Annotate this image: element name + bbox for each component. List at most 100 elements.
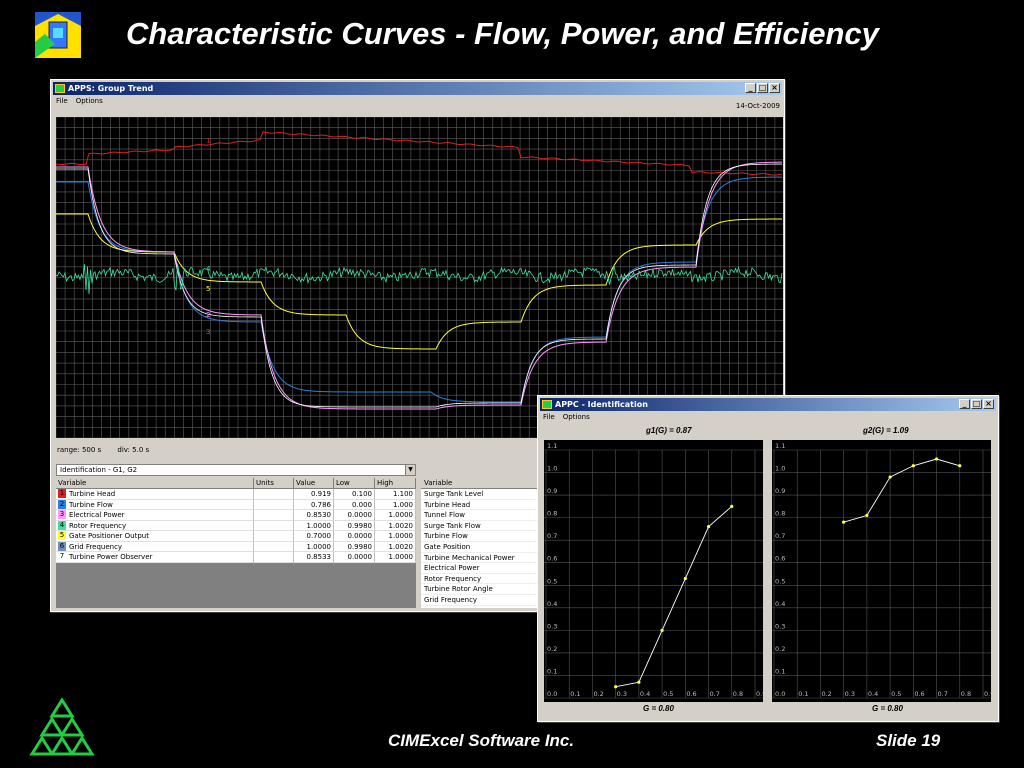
list-item[interactable]: Rotor Frequency [421, 574, 541, 585]
app-icon [542, 400, 552, 409]
list-item[interactable]: Turbine Head [421, 500, 541, 511]
cell-value: 0.919 [294, 489, 334, 500]
list-item[interactable]: Surge Tank Level [421, 489, 541, 500]
x-tick-label: 0.7 [710, 690, 720, 698]
chevron-down-icon[interactable]: ▼ [405, 465, 415, 475]
list-item[interactable]: Turbine Flow [421, 531, 541, 542]
table-row[interactable]: 1 Turbine Head 0.919 0.100 1.100 [56, 489, 416, 500]
cell-variable: 7 Turbine Power Observer [56, 552, 254, 563]
trace-label: 1 [206, 137, 210, 145]
maximize-button[interactable]: □ [971, 399, 982, 409]
variable-name: Turbine Power Observer [69, 553, 153, 561]
cell-high: 1.0000 [375, 552, 416, 563]
curve-point [865, 513, 869, 517]
minimize-button[interactable]: _ [959, 399, 970, 409]
y-tick-label: 1.0 [775, 465, 785, 473]
curve-point [934, 457, 939, 461]
list-item[interactable]: Gate Position [421, 542, 541, 553]
x-tick-label: 0.8 [961, 690, 971, 698]
table-row[interactable]: 2 Turbine Flow 0.786 0.000 1.000 [56, 499, 416, 510]
cell-high: 1.100 [375, 489, 416, 500]
identification-window[interactable]: APPC - Identification _ □ × File Options… [537, 395, 999, 722]
list-item[interactable]: Electrical Power [421, 563, 541, 574]
variable-name: Rotor Frequency [69, 521, 127, 530]
company-logo-icon [35, 12, 81, 58]
g2-title: g2(G) = 1.09 [863, 426, 909, 435]
maximize-button[interactable]: □ [757, 83, 768, 93]
x-tick-label: 0.6 [914, 690, 924, 698]
col-units[interactable]: Units [254, 478, 294, 489]
cell-variable: 6 Grid Frequency [56, 541, 254, 552]
list-item[interactable]: Tunnel Flow [421, 510, 541, 521]
range-info: range: 500 s div: 5.0 s [57, 446, 163, 454]
table-row[interactable]: 5 Gate Positioner Output 0.7000 0.0000 1.000… [56, 531, 416, 542]
x-tick-label: 0.0 [775, 690, 785, 698]
color-swatch: 6 [58, 541, 66, 551]
col-high[interactable]: High [375, 478, 416, 489]
window-title: APPS: Group Trend [68, 84, 154, 93]
menu-file[interactable]: File [543, 413, 555, 421]
cell-units [254, 531, 294, 542]
list-item[interactable]: Surge Tank Flow [421, 521, 541, 532]
cell-value: 0.8533 [294, 552, 334, 563]
x-tick-label: 0.9 [756, 690, 763, 698]
cell-low: 0.000 [334, 499, 375, 510]
cell-low: 0.100 [334, 489, 375, 500]
menu-bar: File Options [54, 95, 103, 107]
gate-trace [56, 213, 783, 350]
y-tick-label: 0.6 [775, 555, 785, 563]
color-swatch: 2 [58, 499, 66, 509]
cell-low: 0.0000 [334, 531, 375, 542]
list-item[interactable]: Grid Frequency [421, 595, 541, 606]
color-swatch: 1 [58, 489, 66, 498]
menu-options[interactable]: Options [562, 413, 590, 421]
table-row[interactable]: 4 Rotor Frequency 1.0000 0.9980 1.0020 [56, 520, 416, 531]
group-select[interactable]: Identification - G1, G2 ▼ [56, 464, 416, 476]
curve-line [843, 458, 960, 523]
cell-units [254, 510, 294, 521]
list-item[interactable]: Turbine Mechanical Power [421, 553, 541, 564]
close-button[interactable]: × [983, 399, 994, 409]
x-tick-label: 0.5 [663, 690, 673, 698]
cell-high: 1.0020 [375, 541, 416, 552]
cell-value: 0.786 [294, 499, 334, 510]
list-item[interactable]: Turbine Rotor Angle [421, 584, 541, 595]
x-tick-label: 0.5 [891, 690, 901, 698]
variable-name: Turbine Head [69, 490, 116, 498]
curve-point [683, 576, 687, 581]
identification-titlebar[interactable]: APPC - Identification _ □ × [540, 398, 996, 411]
g1-title: g1(G) = 0.87 [646, 426, 692, 435]
x-tick-label: 0.7 [938, 690, 948, 698]
cell-units [254, 489, 294, 500]
group-trend-window[interactable]: APPS: Group Trend _ □ × File Options 14-… [50, 79, 785, 612]
x-tick-label: 0.2 [593, 690, 603, 698]
color-swatch: 3 [58, 510, 66, 519]
y-tick-label: 1.1 [775, 442, 785, 450]
col-low[interactable]: Low [334, 478, 375, 489]
slide-title: Characteristic Curves - Flow, Power, and… [126, 16, 879, 51]
triangle-logo-icon [29, 698, 95, 756]
cell-variable: 2 Turbine Flow [56, 499, 254, 510]
window-title: APPC - Identification [555, 400, 648, 409]
table-row[interactable]: 6 Grid Frequency 1.0000 0.9980 1.0020 [56, 541, 416, 552]
source-variable-list[interactable]: Variable Surge Tank Level Turbine Head Tun… [421, 478, 541, 608]
g1-panel: 0.0 0.1 0.2 0.3 0.4 0.5 0.6 0.7 0.8 0.9 0.1 0.2 0.3 0… [544, 440, 763, 702]
group-trend-titlebar[interactable]: APPS: Group Trend _ □ × [53, 82, 782, 95]
close-button[interactable]: × [769, 83, 780, 93]
col-variable[interactable]: Variable [56, 478, 254, 489]
table-row[interactable]: 7 Turbine Power Observer 0.8533 0.0000 1.000… [56, 552, 416, 563]
trend-plot[interactable]: 1 2 3 4 5 [56, 117, 783, 438]
curve-point [614, 685, 618, 689]
curve-point [911, 464, 915, 468]
cell-low: 0.9980 [334, 541, 375, 552]
minimize-button[interactable]: _ [745, 83, 756, 93]
x-tick-label: 0.3 [845, 690, 855, 698]
menu-options[interactable]: Options [75, 97, 103, 105]
group-select-value: Identification - G1, G2 [60, 466, 138, 474]
table-row[interactable]: 3 Electrical Power 0.8530 0.0000 1.0000 [56, 510, 416, 521]
menu-file[interactable]: File [56, 97, 68, 105]
footer-slide-number: Slide 19 [876, 731, 941, 750]
col-value[interactable]: Value [294, 478, 334, 489]
cell-low: 0.9980 [334, 520, 375, 531]
g2-panel: 0.0 0.1 0.2 0.3 0.4 0.5 0.6 0.7 0.8 0.9 0.1 0.2 0.3 0… [772, 440, 991, 702]
